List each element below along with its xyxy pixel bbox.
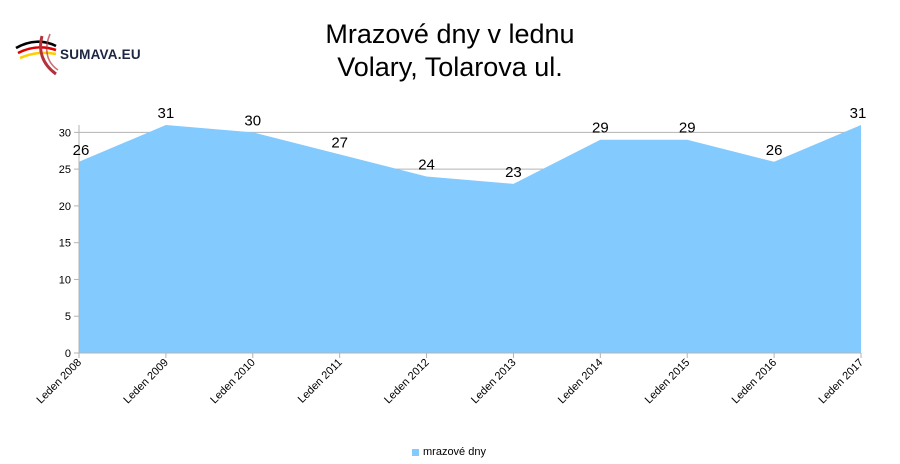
chart-title-line-1: Mrazové dny v lednu bbox=[325, 19, 575, 49]
logo-swoosh-maroon bbox=[39, 35, 57, 76]
legend-label: mrazové dny bbox=[423, 446, 486, 458]
y-tick-label: 20 bbox=[59, 201, 71, 213]
x-tick-label: Leden 2013 bbox=[469, 357, 519, 407]
x-tick-label: Leden 2014 bbox=[556, 357, 606, 407]
data-label: 30 bbox=[244, 112, 261, 129]
x-tick-label: Leden 2010 bbox=[208, 357, 258, 407]
chart-title: Mrazové dny v lednu Volary, Tolarova ul. bbox=[250, 18, 650, 84]
x-tick-label: Leden 2017 bbox=[817, 357, 867, 407]
data-label: 29 bbox=[679, 120, 696, 137]
sumava-logo bbox=[15, 33, 59, 76]
x-tick-label: Leden 2008 bbox=[35, 357, 85, 407]
data-labels: 26 31 30 27 24 23 29 29 26 31 bbox=[73, 105, 867, 181]
data-label: 24 bbox=[418, 156, 435, 173]
axes bbox=[74, 125, 862, 358]
y-tick-label: 30 bbox=[59, 127, 71, 139]
data-label: 31 bbox=[158, 105, 175, 122]
data-label: 26 bbox=[73, 142, 90, 159]
area-series bbox=[79, 125, 861, 353]
data-label: 27 bbox=[331, 134, 348, 151]
x-tick-label: Leden 2012 bbox=[382, 357, 432, 407]
y-tick-labels: 0 5 10 15 20 25 30 bbox=[59, 127, 71, 360]
logo-text: SUMAVA.EU bbox=[60, 47, 141, 62]
x-tick-label: Leden 2015 bbox=[643, 357, 693, 407]
y-tick-label: 25 bbox=[59, 164, 71, 176]
area-fill bbox=[79, 125, 861, 353]
data-label: 29 bbox=[592, 120, 609, 137]
logo-swoosh-maroon-2 bbox=[45, 33, 59, 71]
y-tick-label: 10 bbox=[59, 274, 71, 286]
x-tick-label: Leden 2011 bbox=[296, 357, 345, 406]
logo-swoosh-red bbox=[17, 46, 57, 55]
data-label: 31 bbox=[850, 105, 867, 122]
x-tick-labels: Leden 2008 Leden 2009 Leden 2010 Leden 2011… bbox=[35, 357, 867, 407]
legend-swatch bbox=[412, 448, 419, 456]
logo-swoosh-gold bbox=[19, 51, 57, 60]
x-tick-label: Leden 2009 bbox=[121, 357, 171, 407]
chart-title-line-2: Volary, Tolarova ul. bbox=[337, 52, 563, 82]
y-tick-label: 15 bbox=[59, 238, 71, 250]
legend: mrazové dny bbox=[412, 446, 486, 458]
y-tick-label: 0 bbox=[65, 348, 71, 360]
x-tick-label: Leden 2016 bbox=[730, 357, 780, 407]
data-label: 26 bbox=[766, 142, 783, 159]
logo-swoosh-black bbox=[15, 40, 57, 50]
data-label: 23 bbox=[505, 164, 522, 181]
y-tick-label: 5 bbox=[65, 311, 71, 323]
